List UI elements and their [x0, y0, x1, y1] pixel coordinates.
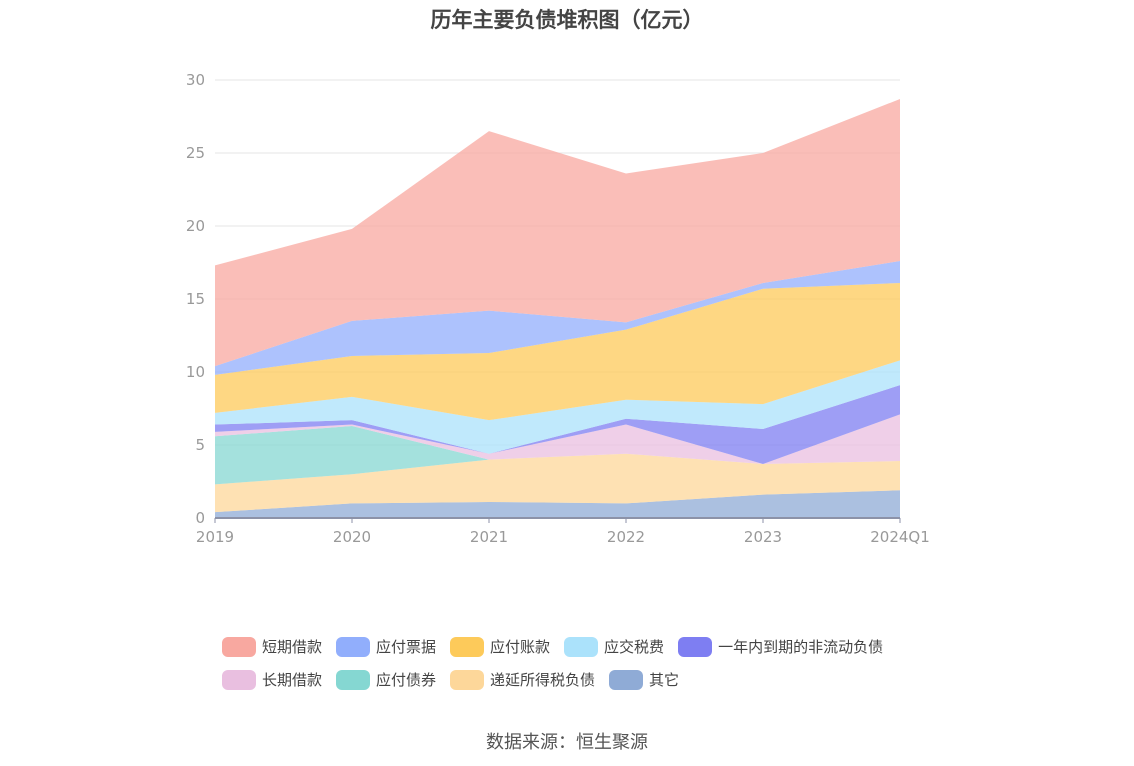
legend-item[interactable]: 应付票据: [336, 636, 436, 657]
y-tick-label: 30: [186, 71, 205, 89]
legend-label: 其它: [649, 671, 680, 689]
legend-swatch: [609, 669, 644, 690]
x-tick-label: 2019: [196, 528, 234, 546]
area-series-layer: [215, 98, 900, 518]
legend-item[interactable]: 递延所得税负债: [450, 669, 595, 690]
legend: 短期借款 应付票据 应付账款 应交税费 一年内到期的非流动负债长期借款 应付债券 递延所得税…: [222, 630, 942, 696]
legend-row: 短期借款 应付票据 应付账款 应交税费 一年内到期的非流动负债: [222, 630, 942, 663]
legend-label: 递延所得税负债: [490, 671, 596, 689]
y-tick-label: 5: [195, 436, 205, 454]
legend-label: 应付票据: [376, 638, 437, 656]
legend-label: 应付债券: [376, 671, 437, 689]
area-series-0: [215, 490, 900, 518]
area-series-4: [215, 385, 900, 464]
legend-item[interactable]: 应交税费: [564, 636, 664, 657]
x-tick-label: 2021: [470, 528, 508, 546]
x-tick-label: 2023: [744, 528, 782, 546]
legend-item[interactable]: 应付债券: [336, 669, 436, 690]
legend-label: 应付账款: [490, 638, 551, 656]
y-tick-label: 20: [186, 217, 205, 235]
legend-item[interactable]: 短期借款: [222, 636, 322, 657]
x-tick-label: 2022: [607, 528, 645, 546]
area-series-1: [215, 453, 900, 513]
chart-title: 历年主要负债堆积图（亿元）: [430, 8, 704, 32]
x-tick-label: 2024Q1: [870, 528, 930, 546]
legend-swatch: [222, 636, 256, 657]
legend-item[interactable]: 应付账款: [450, 636, 550, 657]
y-tick-label: 25: [186, 144, 205, 162]
legend-label: 一年内到期的非流动负债: [718, 638, 884, 656]
legend-swatch: [222, 669, 256, 690]
legend-label: 长期借款: [262, 671, 323, 689]
legend-item[interactable]: 其它: [609, 669, 679, 690]
legend-swatch: [678, 636, 713, 657]
area-series-5: [215, 360, 900, 454]
area-series-7: [215, 261, 900, 375]
axes: 0 5 10 15 20 25 30 2019 2020 2021 2022 2023 2024Q1: [186, 71, 930, 546]
x-tick-label: 2020: [333, 528, 371, 546]
legend-swatch: [564, 636, 599, 657]
legend-swatch: [336, 636, 371, 657]
legend-swatch: [450, 636, 485, 657]
y-tick-label: 10: [186, 363, 205, 381]
source-note: 数据来源：恒生聚源: [486, 732, 648, 753]
y-tick-label: 15: [186, 290, 205, 308]
legend-label: 短期借款: [262, 638, 323, 656]
legend-item[interactable]: 一年内到期的非流动负债: [678, 636, 883, 657]
area-series-6: [215, 282, 900, 421]
y-tick-label: 0: [195, 509, 205, 527]
area-series-2: [215, 426, 900, 485]
legend-swatch: [450, 669, 485, 690]
area-series-8: [215, 98, 900, 367]
legend-row: 长期借款 应付债券 递延所得税负债 其它: [222, 663, 942, 696]
legend-label: 应交税费: [604, 638, 665, 656]
legend-item[interactable]: 长期借款: [222, 669, 322, 690]
legend-swatch: [336, 669, 371, 690]
